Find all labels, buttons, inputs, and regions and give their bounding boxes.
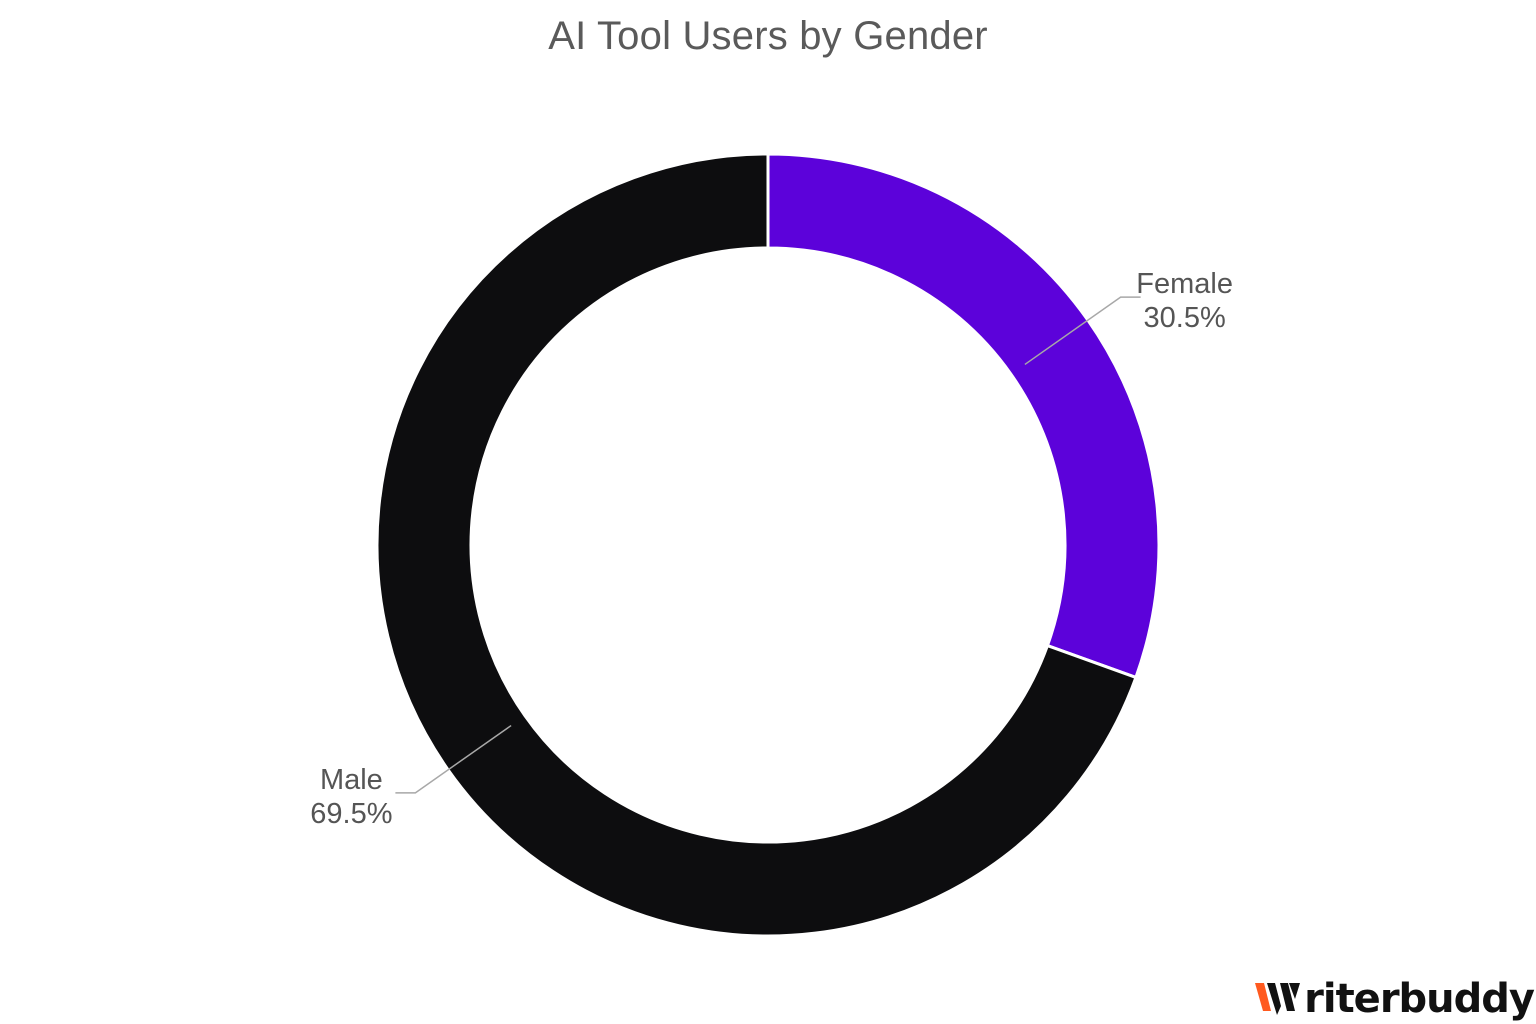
slice-label-female: Female [1136,268,1233,300]
slice-value-female: 30.5% [1144,302,1226,334]
leader-line-female [1024,296,1141,366]
logo-w-mark-icon [1255,983,1301,1015]
donut-slice-female [766,152,1161,680]
slice-value-male: 69.5% [310,798,392,830]
leader-line-male [395,724,512,794]
writerbuddy-logo: riterbuddy [1253,976,1535,1022]
logo-text: riterbuddy [1304,976,1535,1022]
donut-slice-male [375,152,1138,938]
slice-label-male: Male [320,764,383,796]
chart-title: AI Tool Users by Gender [548,14,988,58]
